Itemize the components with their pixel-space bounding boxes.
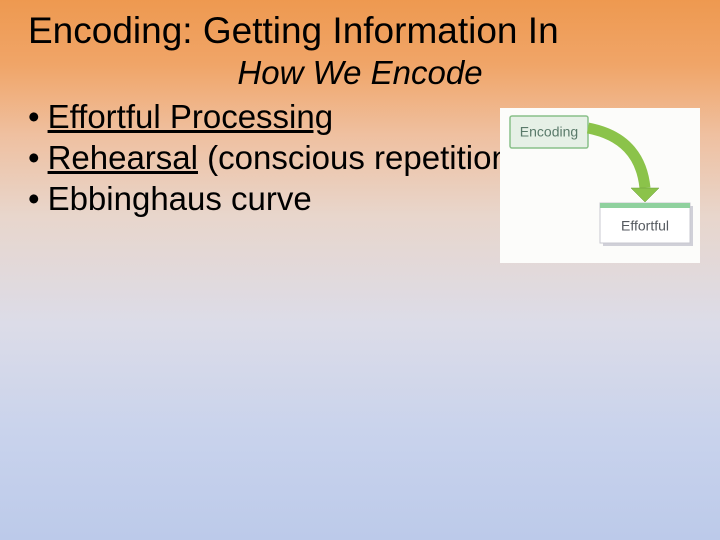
slide-title: Encoding: Getting Information In	[28, 10, 692, 52]
bullet-underlined: Rehearsal	[48, 139, 198, 176]
bullet-rest: (conscious repetition)	[198, 139, 521, 176]
slide-subtitle: How We Encode	[28, 54, 692, 92]
encoding-diagram: Encoding Effortful	[500, 108, 700, 263]
slide-content: • Effortful Processing • Rehearsal (cons…	[28, 98, 692, 219]
effortful-box-label: Effortful	[621, 218, 669, 234]
bullet-text: Rehearsal (conscious repetition)	[48, 139, 528, 178]
bullet-marker: •	[28, 98, 40, 137]
slide: Encoding: Getting Information In How We …	[0, 0, 720, 540]
bullet-item: • Ebbinghaus curve	[28, 180, 528, 219]
bullet-text: Ebbinghaus curve	[48, 180, 528, 219]
bullet-item: • Rehearsal (conscious repetition)	[28, 139, 528, 178]
bullet-item: • Effortful Processing	[28, 98, 528, 137]
bullet-marker: •	[28, 180, 40, 219]
bullet-list: • Effortful Processing • Rehearsal (cons…	[28, 98, 528, 219]
bullet-underlined: Effortful Processing	[48, 98, 334, 135]
effortful-box-band	[600, 203, 690, 208]
bullet-marker: •	[28, 139, 40, 178]
bullet-rest: Ebbinghaus curve	[48, 180, 312, 217]
bullet-text: Effortful Processing	[48, 98, 528, 137]
encoding-box-label: Encoding	[520, 124, 578, 140]
